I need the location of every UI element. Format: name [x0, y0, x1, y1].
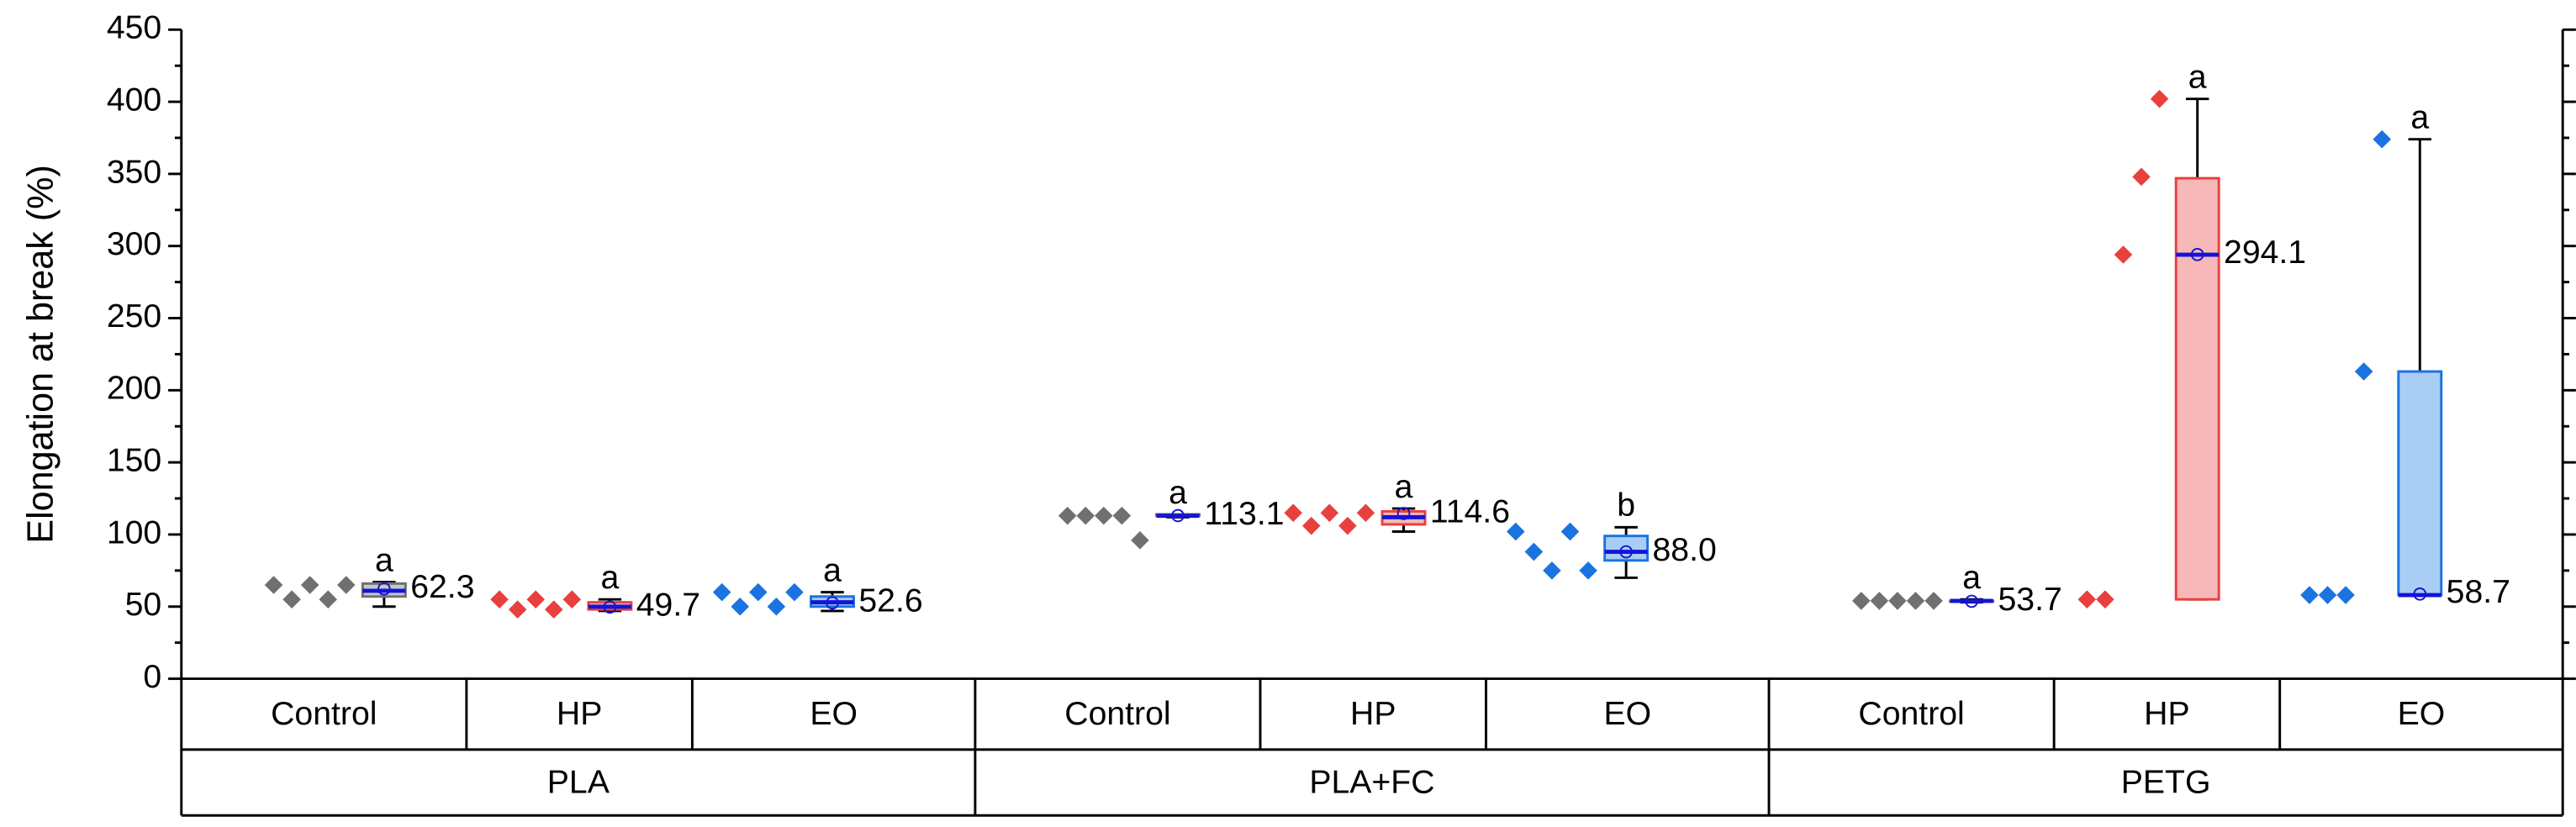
- data-point: [785, 582, 804, 602]
- mean-marker: [826, 596, 839, 610]
- data-point: [562, 590, 582, 608]
- data-point: [1112, 506, 1132, 525]
- category-label: EO: [2398, 696, 2446, 732]
- category-label: EO: [1603, 696, 1651, 732]
- mean-label: 294.1: [2224, 234, 2306, 271]
- data-point: [282, 590, 301, 608]
- data-point: [2336, 586, 2355, 604]
- mean-label: 52.6: [858, 583, 922, 619]
- data-point: [2077, 590, 2097, 608]
- data-point: [1095, 506, 1113, 525]
- mean-marker: [377, 582, 391, 596]
- data-point: [1320, 503, 1339, 523]
- data-point: [490, 590, 509, 608]
- box: [1603, 535, 1650, 562]
- data-point: [1560, 522, 1580, 541]
- data-point: [712, 582, 731, 602]
- y-tick-label: 250: [107, 298, 161, 334]
- data-point: [2150, 89, 2169, 108]
- mean-label: 49.7: [636, 587, 700, 624]
- data-point: [1076, 506, 1095, 525]
- mean-label: 114.6: [1430, 493, 1510, 529]
- data-point: [1131, 531, 1149, 550]
- mean-marker: [1619, 545, 1634, 559]
- category-label: Control: [271, 696, 377, 732]
- data-point: [749, 582, 768, 602]
- significance-letter: a: [375, 542, 393, 578]
- mean-marker: [1396, 507, 1411, 520]
- data-point: [1924, 592, 1943, 610]
- mean-label: 88.0: [1653, 532, 1717, 568]
- significance-letter: b: [1617, 487, 1635, 524]
- significance-letter: a: [600, 560, 619, 596]
- mean-marker: [1965, 594, 1978, 608]
- data-point: [2318, 586, 2337, 604]
- mean-marker: [1171, 508, 1185, 523]
- category-label: HP: [557, 696, 602, 732]
- mean-label: 53.7: [1998, 582, 2062, 618]
- category-label: EO: [810, 696, 858, 732]
- data-point: [336, 576, 356, 594]
- data-point: [300, 576, 319, 594]
- y-tick-label: 100: [107, 514, 161, 550]
- mean-marker: [2413, 587, 2427, 601]
- significance-letter: a: [823, 552, 842, 588]
- data-point: [2132, 167, 2151, 187]
- y-tick-label: 50: [125, 587, 162, 623]
- data-point: [1543, 561, 1561, 580]
- data-point: [1906, 592, 1925, 610]
- data-point: [2096, 590, 2114, 608]
- data-point: [1852, 592, 1871, 610]
- data-point: [264, 576, 283, 594]
- family-label: PETG: [2121, 764, 2211, 800]
- mean-label: 62.3: [410, 569, 474, 605]
- significance-letter: a: [1395, 469, 1413, 505]
- data-point: [1870, 592, 1889, 610]
- family-label: PLA+FC: [1309, 764, 1434, 800]
- data-point: [1338, 516, 1357, 535]
- significance-letter: a: [2188, 59, 2207, 95]
- box: [2397, 370, 2443, 597]
- data-point: [1301, 516, 1321, 535]
- data-point: [1888, 592, 1907, 610]
- category-label: HP: [2144, 696, 2189, 732]
- mean-label: 58.7: [2447, 574, 2510, 610]
- data-point: [508, 600, 527, 619]
- box: [2174, 176, 2220, 601]
- y-tick-label: 350: [107, 154, 161, 190]
- y-tick-label: 0: [143, 659, 161, 695]
- category-label: Control: [1064, 696, 1170, 732]
- mean-label: 113.1: [1204, 496, 1284, 532]
- category-label: HP: [1350, 696, 1396, 732]
- data-point: [731, 597, 750, 616]
- significance-letter: a: [1962, 560, 1981, 596]
- y-tick-label: 150: [107, 443, 161, 479]
- mean-marker: [2190, 248, 2204, 261]
- family-label: PLA: [547, 764, 610, 800]
- y-axis-label: Elongation at break (%): [20, 165, 61, 544]
- data-point: [319, 590, 337, 608]
- data-point: [1524, 542, 1544, 561]
- data-point: [526, 590, 545, 608]
- data-point: [1058, 506, 1077, 525]
- data-point: [2354, 362, 2373, 381]
- y-tick-label: 400: [107, 82, 161, 118]
- mean-marker: [603, 600, 617, 614]
- y-tick-label: 450: [107, 10, 161, 46]
- significance-letter: a: [1169, 475, 1187, 511]
- data-point: [1284, 503, 1302, 523]
- y-tick-label: 300: [107, 226, 161, 262]
- significance-letter: a: [2410, 100, 2429, 136]
- data-point: [544, 600, 563, 619]
- data-point: [767, 597, 786, 616]
- y-tick-label: 200: [107, 371, 161, 407]
- data-point: [1579, 561, 1597, 580]
- data-point: [2373, 129, 2391, 149]
- data-point: [2300, 586, 2319, 604]
- data-point: [2114, 245, 2133, 264]
- data-point: [1356, 503, 1375, 523]
- category-label: Control: [1858, 696, 1964, 732]
